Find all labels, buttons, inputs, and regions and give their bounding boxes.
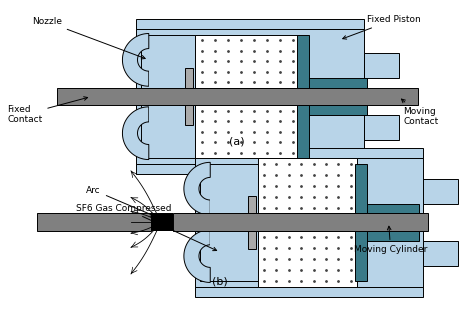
Bar	[149, 60, 179, 88]
Bar	[201, 164, 258, 213]
Bar	[258, 158, 357, 213]
Bar	[195, 148, 423, 158]
Bar	[195, 287, 423, 297]
Polygon shape	[184, 162, 210, 215]
Text: Moving
Contact: Moving Contact	[401, 99, 439, 126]
Text: Arc: Arc	[86, 186, 154, 216]
Bar	[151, 213, 173, 231]
Text: Nozzle: Nozzle	[32, 17, 145, 59]
Bar	[149, 105, 179, 133]
Bar	[173, 213, 428, 231]
Bar	[201, 231, 258, 281]
Text: SF6 Gas Compressed: SF6 Gas Compressed	[76, 203, 217, 251]
Bar	[364, 115, 399, 140]
Polygon shape	[122, 107, 149, 160]
Bar	[355, 204, 419, 213]
Bar	[185, 105, 193, 125]
Bar	[37, 213, 151, 231]
Bar	[355, 231, 367, 281]
Bar	[141, 35, 195, 88]
Bar	[56, 88, 419, 105]
Text: (a): (a)	[229, 136, 245, 146]
Bar	[210, 189, 240, 213]
Bar	[185, 68, 193, 88]
Bar	[141, 105, 195, 158]
Polygon shape	[122, 34, 149, 86]
Bar	[248, 231, 256, 249]
Bar	[298, 105, 367, 115]
Bar	[136, 164, 364, 174]
Bar	[423, 179, 458, 204]
Text: Fixed Piston: Fixed Piston	[343, 15, 420, 39]
Text: Fixed
Contact: Fixed Contact	[7, 97, 88, 124]
Bar	[136, 105, 364, 164]
Bar	[364, 53, 399, 78]
Polygon shape	[184, 230, 210, 282]
Bar	[298, 35, 310, 88]
Text: Moving Cylinder: Moving Cylinder	[354, 226, 428, 254]
Bar	[298, 105, 310, 158]
Bar	[195, 35, 300, 88]
Bar	[195, 105, 300, 158]
Text: (b): (b)	[212, 277, 228, 287]
Bar	[248, 196, 256, 213]
Bar	[423, 241, 458, 266]
Bar	[136, 19, 364, 29]
Bar	[195, 231, 423, 287]
Bar	[195, 158, 423, 213]
Bar	[355, 231, 419, 241]
Bar	[355, 164, 367, 213]
Bar	[258, 231, 357, 287]
Bar	[136, 29, 364, 88]
Bar	[298, 78, 367, 88]
Bar	[149, 105, 179, 133]
Bar	[210, 231, 240, 256]
